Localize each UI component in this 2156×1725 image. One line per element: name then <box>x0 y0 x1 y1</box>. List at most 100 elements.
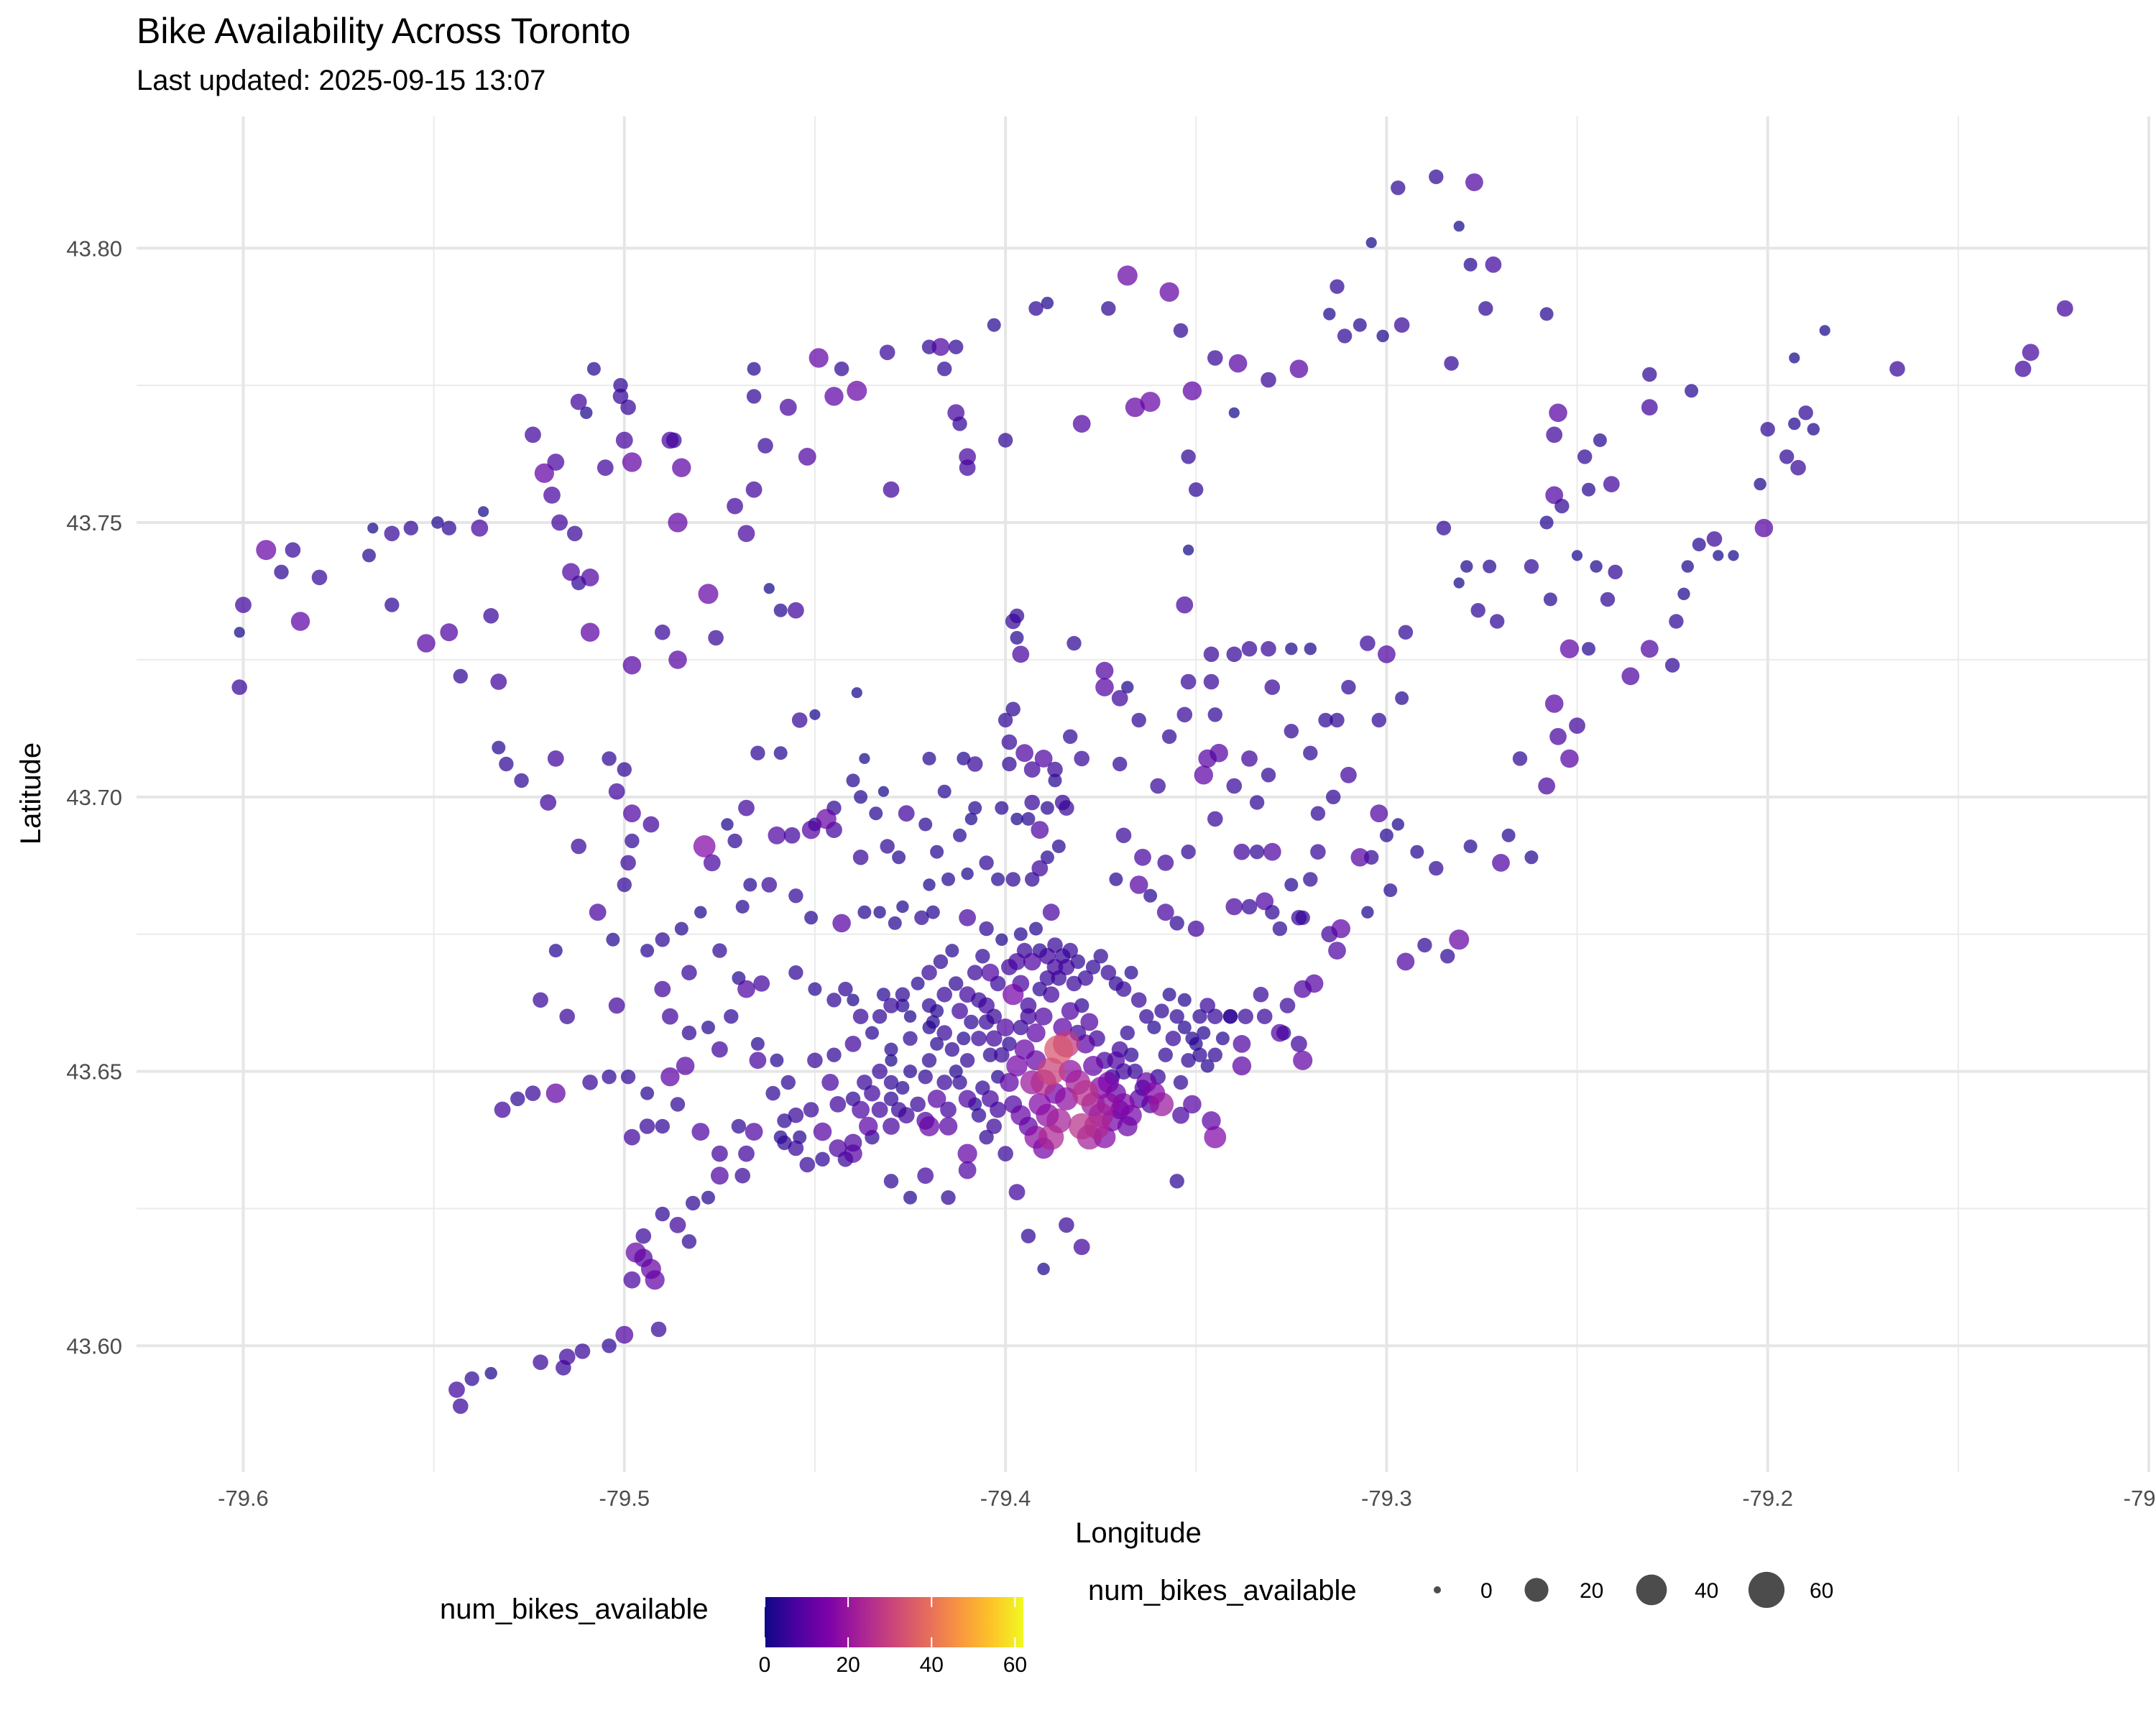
station-point <box>650 1321 667 1338</box>
station-point <box>964 812 978 826</box>
station-point <box>492 740 506 755</box>
station-point <box>1012 645 1030 663</box>
station-point <box>448 1381 465 1398</box>
station-point <box>1379 828 1393 842</box>
station-point <box>1590 560 1603 573</box>
station-point <box>788 888 803 903</box>
station-point <box>945 944 959 958</box>
x-axis-ticks: -79.6 -79.5 -79.4 -79.3 -79.2 -79.1 <box>218 1486 2156 1511</box>
station-point <box>883 998 899 1013</box>
station-point <box>567 525 583 542</box>
station-point <box>1031 821 1049 839</box>
station-point <box>1177 993 1192 1007</box>
station-point <box>547 454 565 471</box>
station-point <box>1204 1126 1227 1149</box>
size-legend-title: num_bikes_available <box>1088 1575 1357 1606</box>
station-point <box>1207 1047 1223 1062</box>
station-point <box>1130 992 1147 1008</box>
station-point <box>1157 855 1174 871</box>
station-point <box>735 900 750 914</box>
station-point <box>747 362 761 376</box>
station-point <box>478 506 489 518</box>
station-point <box>971 1031 987 1046</box>
station-point <box>1173 323 1189 338</box>
station-point <box>768 826 786 845</box>
station-point <box>1371 712 1387 728</box>
station-point <box>846 773 860 788</box>
station-point <box>1169 916 1184 931</box>
station-point <box>773 746 788 760</box>
station-point <box>1279 998 1296 1013</box>
station-point <box>1074 750 1089 767</box>
station-point <box>1042 903 1060 921</box>
station-point <box>1642 367 1657 382</box>
station-point <box>1378 645 1396 663</box>
station-point <box>1008 1184 1026 1200</box>
station-point <box>816 809 837 829</box>
station-point <box>490 673 507 690</box>
station-point <box>674 921 688 936</box>
station-point <box>1093 949 1108 964</box>
station-point <box>311 569 328 586</box>
station-point <box>586 362 601 376</box>
station-point <box>2014 360 2032 377</box>
station-point <box>1728 550 1739 561</box>
station-point <box>1395 691 1409 705</box>
station-point <box>1256 1008 1273 1024</box>
station-point <box>921 965 937 980</box>
station-point <box>623 1271 641 1289</box>
station-point <box>1304 643 1317 656</box>
station-point <box>864 1085 880 1102</box>
station-point <box>1172 1106 1189 1124</box>
station-point <box>1222 1009 1238 1024</box>
station-point <box>711 1145 728 1162</box>
station-point <box>750 745 765 760</box>
station-point <box>1241 640 1258 657</box>
station-point <box>1807 423 1820 436</box>
station-point <box>813 1122 832 1141</box>
station-point <box>1304 974 1324 993</box>
y-axis-title: Latitude <box>15 742 47 845</box>
station-point <box>1207 707 1223 722</box>
station-point <box>640 1086 655 1100</box>
station-point <box>1127 1063 1143 1080</box>
y-axis-ticks: 43.60 43.65 43.70 43.75 43.80 <box>66 236 122 1358</box>
station-point <box>1289 359 1309 378</box>
station-point <box>876 988 890 1002</box>
station-point <box>765 1085 780 1101</box>
station-point <box>608 783 625 800</box>
station-point <box>780 1075 796 1090</box>
station-point <box>936 986 952 1003</box>
station-point <box>625 833 640 849</box>
station-point <box>1353 318 1367 332</box>
station-point <box>1210 743 1228 763</box>
station-point <box>959 448 976 466</box>
station-point <box>1059 800 1074 816</box>
station-point <box>1543 592 1557 607</box>
station-point <box>724 1009 739 1024</box>
station-point <box>903 1010 917 1023</box>
station-point <box>231 679 248 695</box>
station-point <box>1038 1124 1064 1150</box>
major-gridlines <box>137 116 2150 1472</box>
station-point <box>883 1174 899 1189</box>
station-point <box>1161 729 1177 744</box>
station-point <box>1197 1026 1211 1040</box>
station-point <box>859 753 870 764</box>
size-legend-key <box>1748 1571 1785 1609</box>
station-point <box>1192 1047 1207 1062</box>
station-point <box>1256 892 1274 911</box>
station-point <box>1692 538 1706 552</box>
station-point <box>721 818 734 831</box>
station-point <box>1020 1008 1037 1025</box>
station-point <box>745 1123 763 1141</box>
chart-title: Bike Availability Across Toronto <box>137 11 631 51</box>
station-point <box>1331 919 1351 939</box>
station-point <box>596 459 614 477</box>
size-legend-label: 0 <box>1480 1579 1493 1603</box>
station-point <box>589 903 607 921</box>
station-point <box>635 1228 652 1244</box>
station-point <box>936 1025 952 1041</box>
station-point <box>1111 690 1128 707</box>
station-point <box>1225 898 1243 916</box>
